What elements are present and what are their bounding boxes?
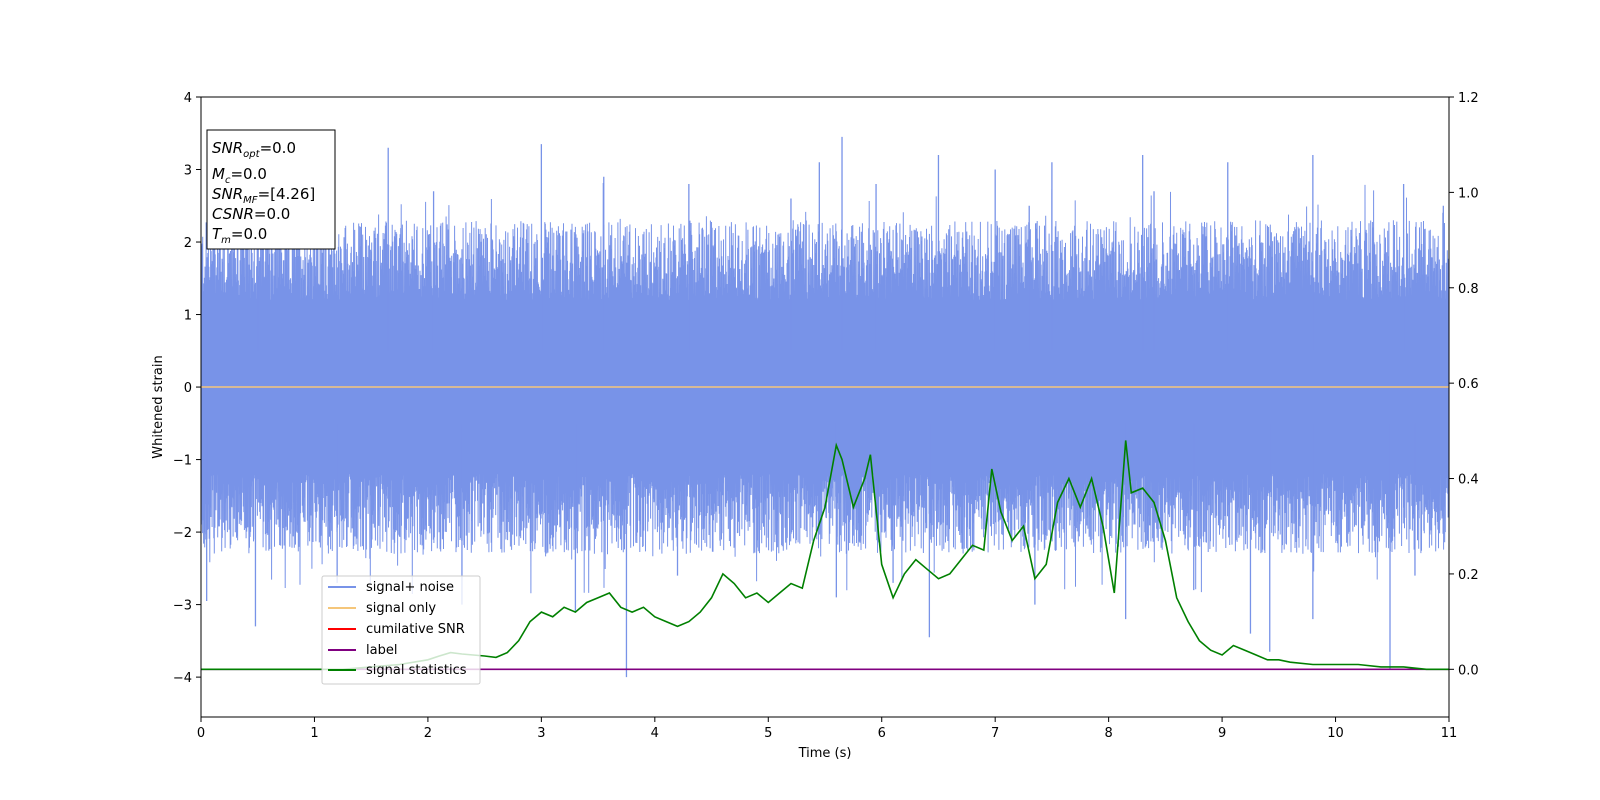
y-tick-label: −2 xyxy=(173,526,192,541)
mc-annotation: Mc=0.0 xyxy=(212,165,267,186)
y-tick-label: 4 xyxy=(184,91,192,106)
x-tick-label: 8 xyxy=(1104,726,1112,741)
y-tick-label: 3 xyxy=(184,164,192,179)
y-tick-label: 1 xyxy=(184,309,192,324)
signal-noise-trace xyxy=(200,182,1450,595)
y2-tick-label: 1.0 xyxy=(1458,186,1479,201)
info-box: SNRopt=0.0 Mc=0.0 SNRMF=[4.26] CSNR=0.0 … xyxy=(206,129,336,250)
y2-tick-label: 0.8 xyxy=(1458,282,1479,297)
ticks-layer: 0 1 2 3 4 5 6 7 8 9 10 1143210−1−2−3−41.21.00.80.60… xyxy=(173,91,1479,741)
x-tick-label: 0 xyxy=(197,726,205,741)
x-tick-label: 4 xyxy=(651,726,659,741)
y-tick-label: 2 xyxy=(184,236,192,251)
x-tick-label: 11 xyxy=(1441,726,1458,741)
y2-tick-label: 0.4 xyxy=(1458,473,1479,488)
tm-annotation: Tm=0.0 xyxy=(212,225,267,246)
x-tick-label: 5 xyxy=(764,726,772,741)
y2-tick-label: 0.0 xyxy=(1458,663,1479,678)
x-tick-label: 9 xyxy=(1218,726,1226,741)
x-tick-label: 6 xyxy=(878,726,886,741)
y-tick-label: −4 xyxy=(173,671,192,686)
x-tick-label: 3 xyxy=(537,726,545,741)
csnr-annotation: CSNR=0.0 xyxy=(212,205,290,223)
snr-mf-annotation: SNRMF=[4.26] xyxy=(212,185,315,206)
y-tick-label: 0 xyxy=(184,381,192,396)
legend: signal+ noise signal only cumilative SNR… xyxy=(321,575,481,685)
y-tick-label: −3 xyxy=(173,599,192,614)
x-tick-label: 1 xyxy=(310,726,318,741)
y2-tick-label: 1.2 xyxy=(1458,91,1479,106)
x-tick-label: 7 xyxy=(991,726,999,741)
legend-label-cumulative-snr: cumilative SNR xyxy=(366,622,465,637)
x-axis-label: Time (s) xyxy=(798,746,852,761)
legend-label-signal-only: signal only xyxy=(366,601,436,616)
y-axis-label: Whitened strain xyxy=(151,355,166,458)
legend-label-signal-noise: signal+ noise xyxy=(366,580,454,595)
legend-label-label: label xyxy=(366,643,397,658)
x-tick-label: 10 xyxy=(1327,726,1344,741)
y2-tick-label: 0.2 xyxy=(1458,568,1479,583)
snr-opt-annotation: SNRopt=0.0 xyxy=(212,139,296,160)
signal-noise-layer xyxy=(200,136,1450,678)
plot-frame xyxy=(200,96,1450,718)
y-tick-label: −1 xyxy=(173,454,192,469)
signal-statistics-line xyxy=(201,440,1449,671)
x-tick-label: 2 xyxy=(424,726,432,741)
legend-label-signal-statistics: signal statistics xyxy=(366,663,467,678)
y2-tick-label: 0.6 xyxy=(1458,377,1479,392)
